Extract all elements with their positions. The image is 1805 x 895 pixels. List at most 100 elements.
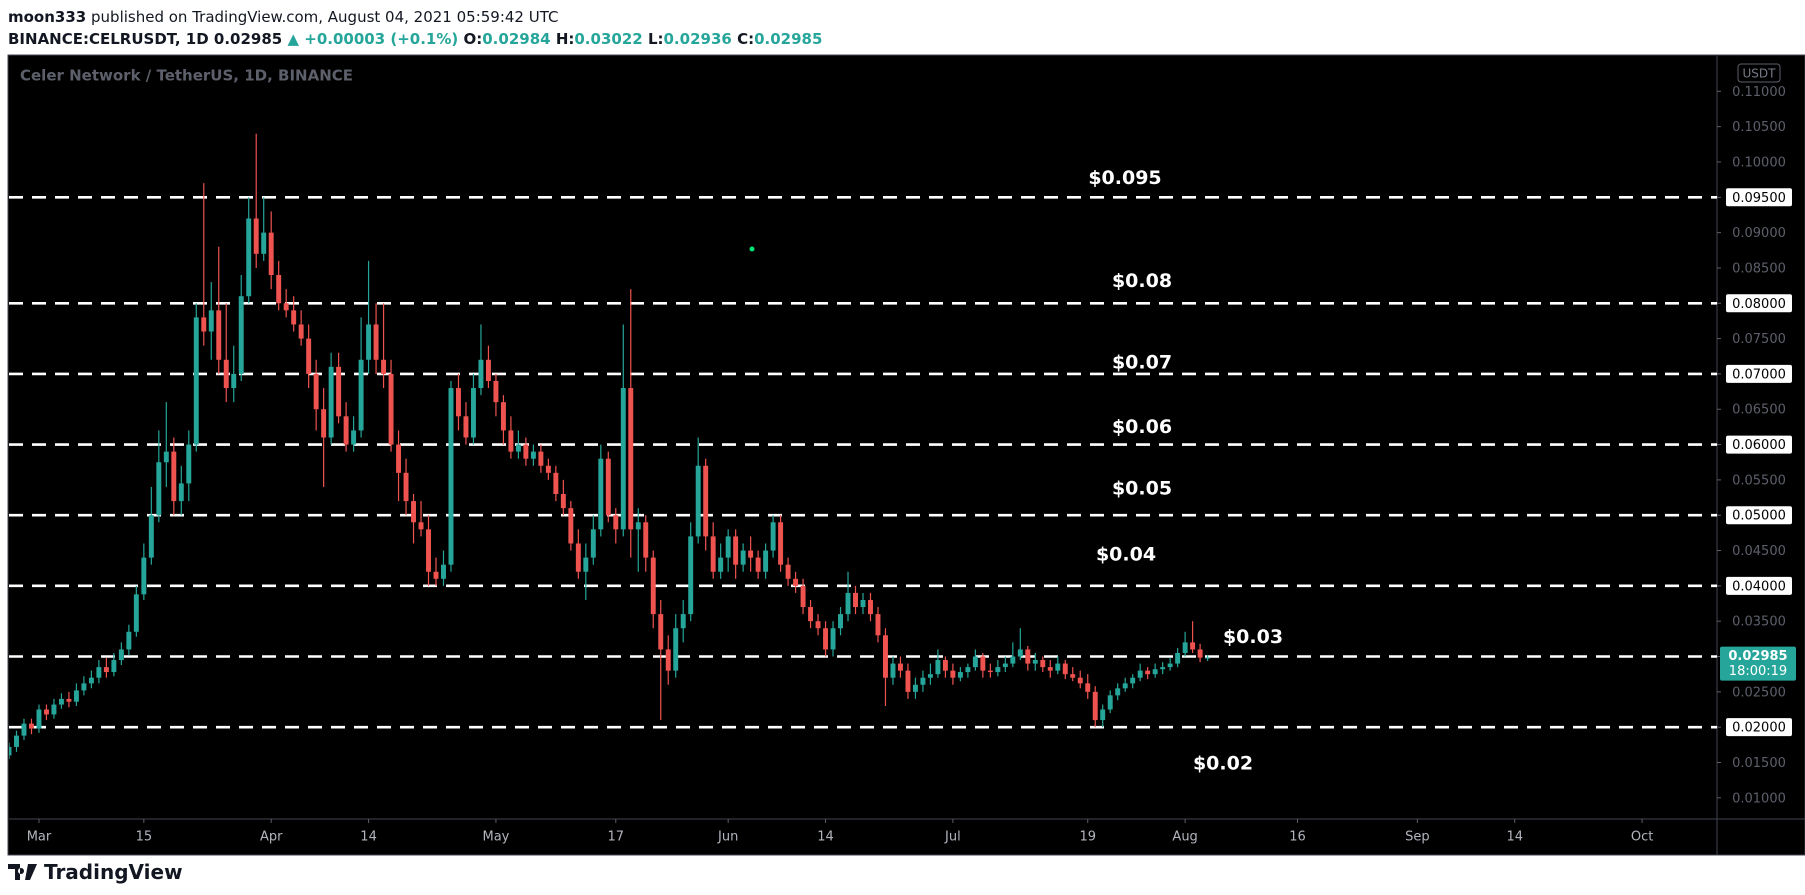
candle-body <box>725 536 731 558</box>
candle-body <box>231 373 237 389</box>
candle-body <box>388 373 394 445</box>
y-tick-label: 0.05500 <box>1732 473 1786 488</box>
y-tick-label: 0.04500 <box>1732 544 1786 559</box>
candle-body <box>81 683 87 691</box>
candle-body <box>411 501 416 523</box>
candle-body <box>336 366 342 417</box>
price-tag <box>1720 646 1796 681</box>
y-tick-box <box>1726 576 1792 595</box>
candle-body <box>853 592 858 608</box>
candle-body <box>283 303 289 311</box>
candle-body <box>238 296 244 374</box>
candle-body <box>51 704 57 715</box>
published: published on TradingView.com, August 04,… <box>91 8 559 26</box>
candle-body <box>980 656 986 671</box>
x-tick-label: 15 <box>136 830 153 845</box>
y-tick-box <box>1726 435 1792 454</box>
y-tick-label: 0.02500 <box>1732 685 1786 700</box>
candle-body <box>9 746 12 756</box>
x-tick-label: 14 <box>1506 830 1523 845</box>
candle-body <box>58 698 64 705</box>
candle-body <box>358 359 364 431</box>
candle-body <box>957 672 963 678</box>
x-tick-label: 16 <box>1289 830 1306 845</box>
candle-body <box>29 723 34 729</box>
x-tick-label: 14 <box>817 830 834 845</box>
y-tick-box <box>1726 364 1792 383</box>
candle-body <box>426 529 431 572</box>
candle-body <box>538 451 544 466</box>
candle-body <box>1077 677 1083 684</box>
candle-body <box>148 515 154 558</box>
candle-body <box>156 462 162 516</box>
candle-body <box>965 667 971 673</box>
candle-body <box>298 324 304 339</box>
candle-body <box>1115 688 1121 696</box>
candle-body <box>785 564 791 579</box>
y-tick-label: 0.01000 <box>1732 791 1786 806</box>
high-value: 0.03022 <box>574 30 643 48</box>
candle-body <box>995 667 1001 673</box>
candle-body <box>530 451 536 459</box>
candle-body <box>718 557 724 572</box>
y-tick-label: 0.04000 <box>1732 579 1786 594</box>
candle-body <box>1122 683 1128 689</box>
low-value: 0.02936 <box>663 30 732 48</box>
candle-body <box>688 536 694 615</box>
candle-body <box>403 472 409 502</box>
candle-body <box>1010 656 1016 664</box>
y-axis: USDT0.010000.015000.020000.025000.030000… <box>1717 63 1796 806</box>
candle-body <box>36 709 42 729</box>
candle-body <box>43 709 49 715</box>
y-tick-label: 0.08000 <box>1732 297 1786 312</box>
x-tick-label: 14 <box>360 830 377 845</box>
candle-body <box>133 594 139 632</box>
candle-body <box>515 444 521 452</box>
y-tick-label: 0.07000 <box>1732 367 1786 382</box>
y-tick-box <box>1726 506 1792 525</box>
candle-body <box>523 444 529 459</box>
author[interactable]: moon333 <box>8 8 87 26</box>
last-price: 0.02985 <box>213 30 283 48</box>
candle-body <box>763 550 769 572</box>
candle-body <box>268 232 274 276</box>
candle-body <box>875 614 881 636</box>
candle-body <box>441 564 446 579</box>
price-tag-value: 0.02985 <box>1728 649 1787 664</box>
candle-body <box>463 416 469 438</box>
candle-body <box>680 614 686 629</box>
candle-body <box>208 310 214 332</box>
unit-box <box>1737 63 1781 83</box>
x-tick-label: Aug <box>1172 830 1197 845</box>
candle-body <box>770 522 776 551</box>
candle-body <box>560 494 566 509</box>
candle-body <box>1032 660 1038 664</box>
y-tick-label: 0.09500 <box>1732 191 1786 206</box>
candle-body <box>306 338 312 374</box>
level-label: $0.095 <box>1088 167 1161 189</box>
y-tick-label: 0.11000 <box>1732 85 1786 100</box>
x-tick-label: 19 <box>1079 830 1096 845</box>
level-label: $0.03 <box>1223 626 1283 648</box>
footer: TradingView <box>8 860 183 884</box>
header: moon333 published on TradingView.com, Au… <box>8 6 822 50</box>
candle-body <box>635 522 641 530</box>
open-label: O: <box>463 30 483 48</box>
candle-body <box>890 663 896 678</box>
candle-body <box>972 656 978 668</box>
candle-body <box>1145 670 1151 675</box>
candle-body <box>500 402 506 431</box>
candle-body <box>96 667 102 678</box>
candle-body <box>88 677 94 684</box>
candle-body <box>793 578 799 586</box>
y-tick-label: 0.06000 <box>1732 438 1786 453</box>
candle-body <box>1085 683 1091 692</box>
candle-body <box>171 451 177 502</box>
x-tick-label: Apr <box>260 830 283 845</box>
candle-body <box>1092 691 1098 721</box>
candle-body <box>1055 663 1061 671</box>
candle-body <box>470 388 476 438</box>
x-tick-label: Jun <box>717 830 738 845</box>
candle-body <box>935 660 941 675</box>
candle-body <box>328 366 334 438</box>
